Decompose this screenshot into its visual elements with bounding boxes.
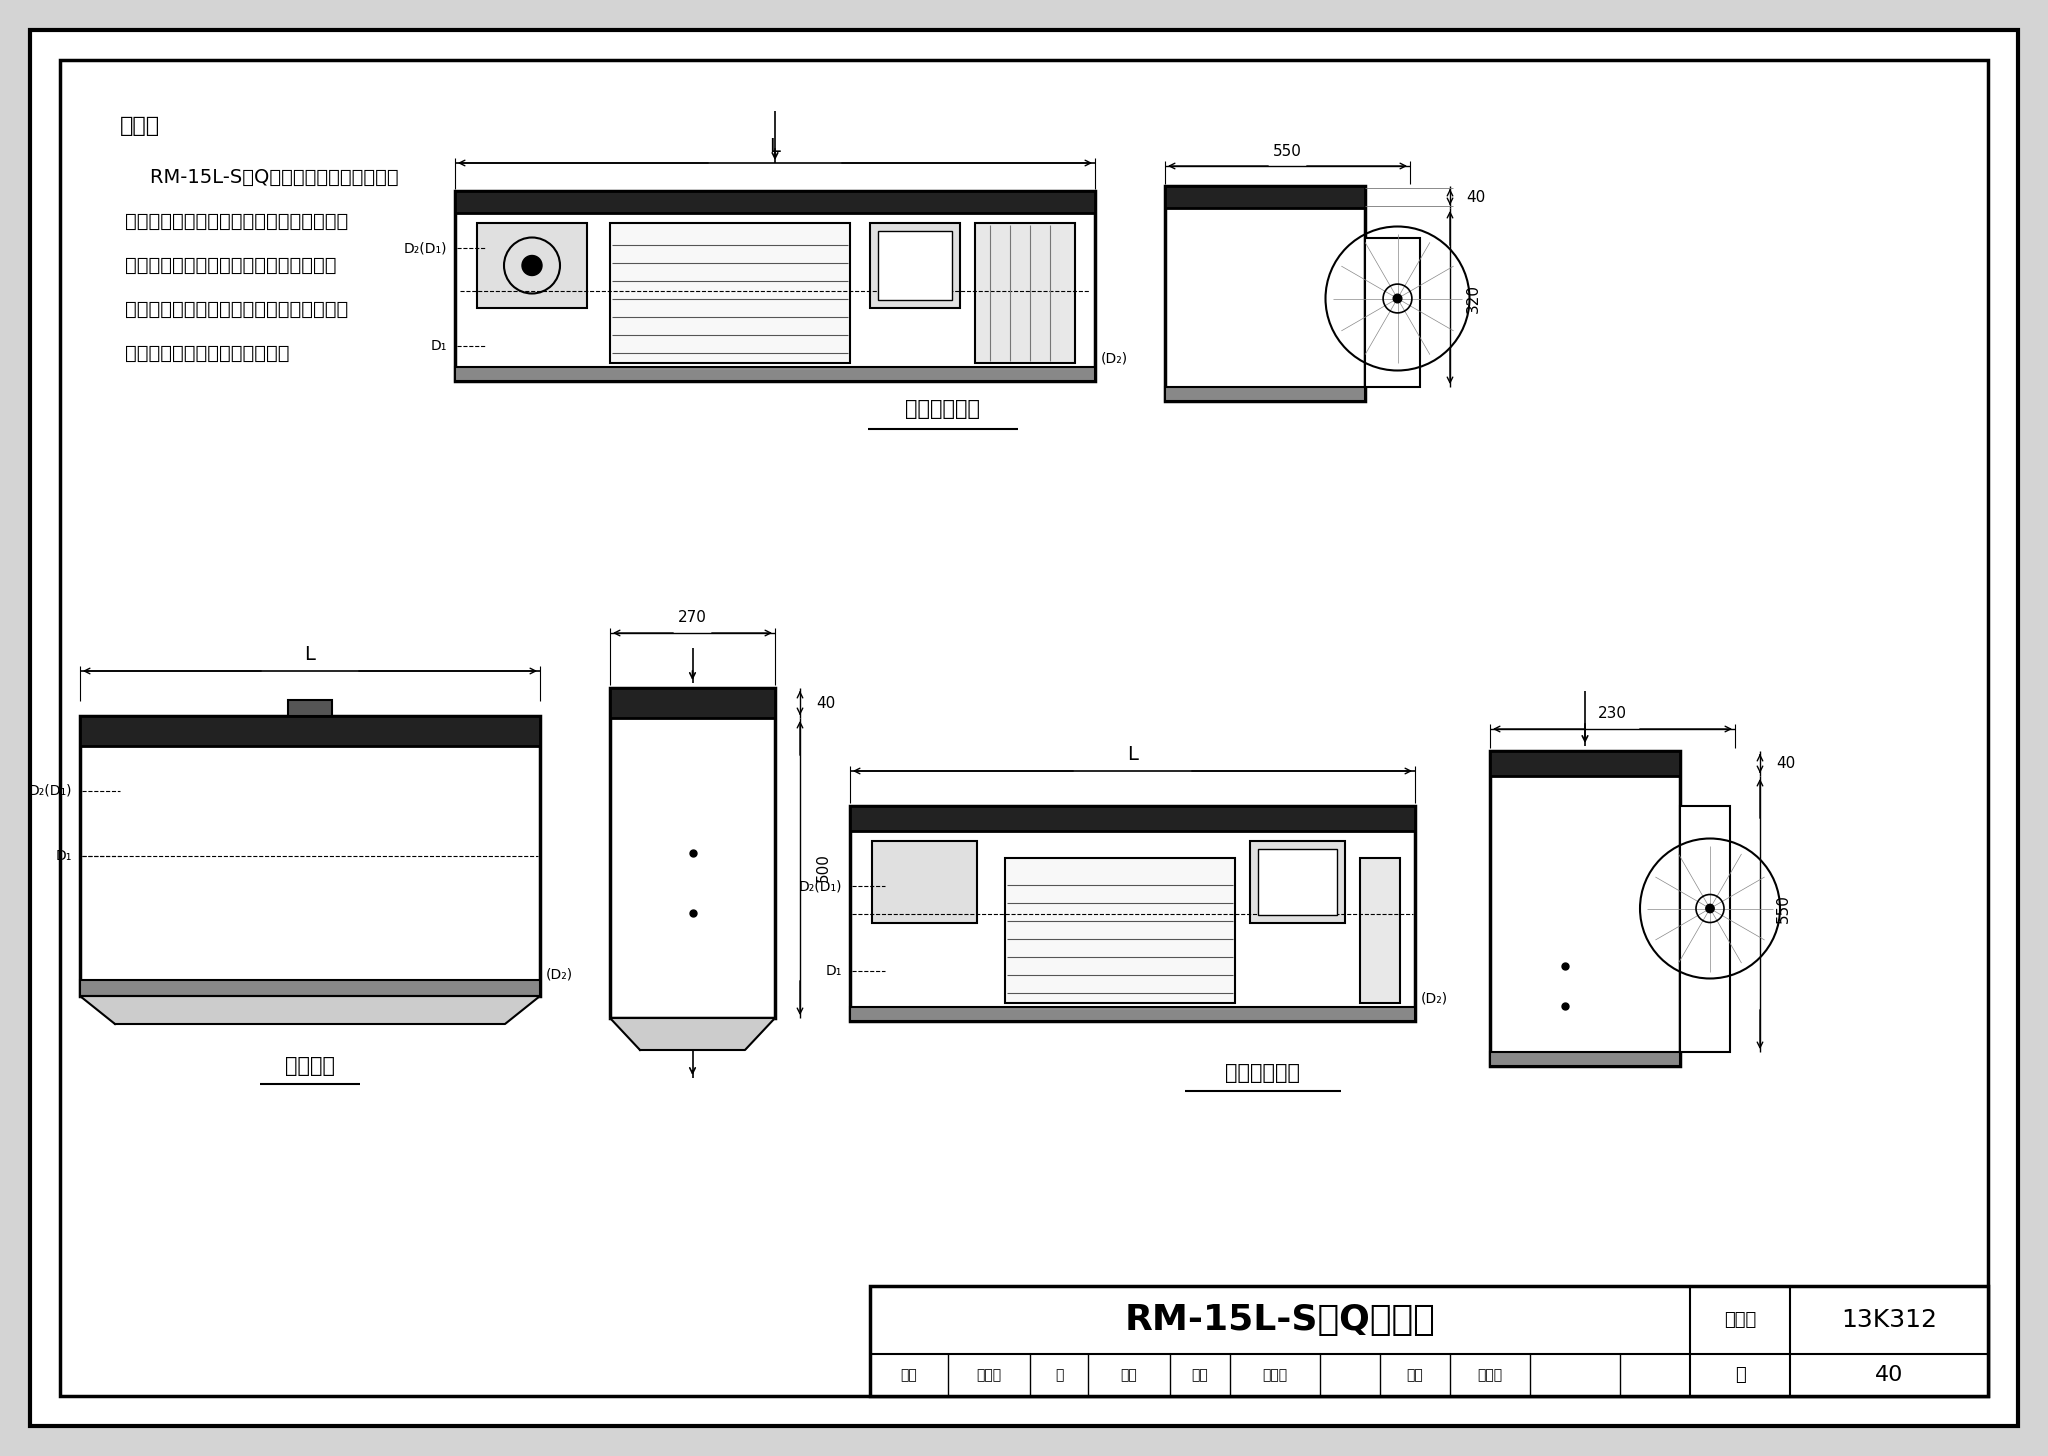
Text: (D₂): (D₂) xyxy=(547,967,573,981)
Bar xyxy=(850,807,1415,831)
Text: 张昊: 张昊 xyxy=(1120,1369,1137,1382)
Bar xyxy=(1006,858,1235,1003)
Bar xyxy=(879,232,952,300)
Text: 40: 40 xyxy=(1466,189,1485,204)
Bar xyxy=(1366,237,1419,387)
Bar xyxy=(870,223,961,309)
Text: 图: 图 xyxy=(1055,1369,1063,1382)
Bar xyxy=(1165,186,1366,400)
Polygon shape xyxy=(610,1018,774,1050)
Bar xyxy=(1165,387,1366,400)
Text: 设计: 设计 xyxy=(1407,1369,1423,1382)
Bar xyxy=(80,716,541,996)
Bar xyxy=(477,223,588,309)
Text: (D₂): (D₂) xyxy=(1102,352,1128,365)
Text: (D₂): (D₂) xyxy=(1421,992,1448,1006)
Text: 暗装卧式机型: 暗装卧式机型 xyxy=(905,399,981,419)
Text: 550: 550 xyxy=(1274,144,1303,159)
Text: 270: 270 xyxy=(678,610,707,625)
Bar xyxy=(80,980,541,996)
Bar xyxy=(1491,1053,1679,1066)
Text: 页: 页 xyxy=(1735,1366,1745,1385)
Bar xyxy=(610,689,774,1018)
Bar xyxy=(80,716,541,745)
Bar xyxy=(850,807,1415,1021)
Text: D₁: D₁ xyxy=(825,964,842,978)
Polygon shape xyxy=(80,996,541,1024)
Circle shape xyxy=(1393,294,1401,303)
Circle shape xyxy=(522,255,543,275)
Text: 宾馆、影剧院等民用建筑场所。: 宾馆、影剧院等民用建筑场所。 xyxy=(125,344,289,363)
Text: D₂(D₁): D₂(D₁) xyxy=(403,242,446,255)
Bar xyxy=(455,191,1096,213)
Bar xyxy=(1257,849,1337,914)
Text: L: L xyxy=(1126,745,1139,764)
Text: 明装机型: 明装机型 xyxy=(285,1056,336,1076)
Text: 周惠娟: 周惠娟 xyxy=(977,1369,1001,1382)
Text: 多种形式，热交换效率高。适用于办公楼、: 多种形式，热交换效率高。适用于办公楼、 xyxy=(125,300,348,319)
Text: 230: 230 xyxy=(1597,706,1626,721)
Text: 风机、热交换器、百叶风口、外壳等组成。: 风机、热交换器、百叶风口、外壳等组成。 xyxy=(125,213,348,232)
Bar xyxy=(1165,186,1366,208)
Text: 暗装立式机型: 暗装立式机型 xyxy=(1225,1063,1300,1083)
Bar xyxy=(870,1286,1989,1396)
Text: 40: 40 xyxy=(1776,756,1796,770)
Text: L: L xyxy=(305,645,315,664)
Text: 校对: 校对 xyxy=(1192,1369,1208,1382)
Bar xyxy=(1491,751,1679,1066)
Text: RM-15L-S、Q空气幕: RM-15L-S、Q空气幕 xyxy=(1124,1303,1436,1337)
Text: RM-15L-S、Q热水、蒸汽空气幕由离心: RM-15L-S、Q热水、蒸汽空气幕由离心 xyxy=(125,167,399,186)
Text: 尹运基: 尹运基 xyxy=(1262,1369,1288,1382)
Text: 40: 40 xyxy=(815,696,836,711)
Text: D₂(D₁): D₂(D₁) xyxy=(799,879,842,893)
Bar xyxy=(975,223,1075,363)
Text: 550: 550 xyxy=(1776,894,1792,923)
Bar xyxy=(610,223,850,363)
Text: 40: 40 xyxy=(1874,1366,1903,1385)
Text: D₁: D₁ xyxy=(55,849,72,863)
Text: 320: 320 xyxy=(1466,284,1481,313)
Bar xyxy=(289,700,332,716)
Bar xyxy=(872,842,977,923)
Text: 图集号: 图集号 xyxy=(1724,1310,1755,1329)
Bar xyxy=(455,191,1096,381)
Text: 简介：: 简介： xyxy=(121,116,160,135)
Text: 500: 500 xyxy=(815,853,831,882)
Text: L: L xyxy=(770,137,780,156)
Text: 审核: 审核 xyxy=(901,1369,918,1382)
Bar xyxy=(455,367,1096,381)
Text: D₂(D₁): D₂(D₁) xyxy=(29,783,72,798)
Text: 噪声低，有明装、暗装立式、暗装卧式等: 噪声低，有明装、暗装立式、暗装卧式等 xyxy=(125,256,336,275)
Circle shape xyxy=(1706,904,1714,913)
Bar xyxy=(1249,842,1346,923)
Bar xyxy=(1679,807,1731,1053)
Bar xyxy=(610,689,774,718)
Bar xyxy=(1491,751,1679,776)
Text: 许远超: 许远超 xyxy=(1477,1369,1503,1382)
Bar xyxy=(850,1008,1415,1021)
Text: 13K312: 13K312 xyxy=(1841,1307,1937,1332)
Bar xyxy=(1360,858,1401,1003)
Text: D₁: D₁ xyxy=(430,339,446,352)
